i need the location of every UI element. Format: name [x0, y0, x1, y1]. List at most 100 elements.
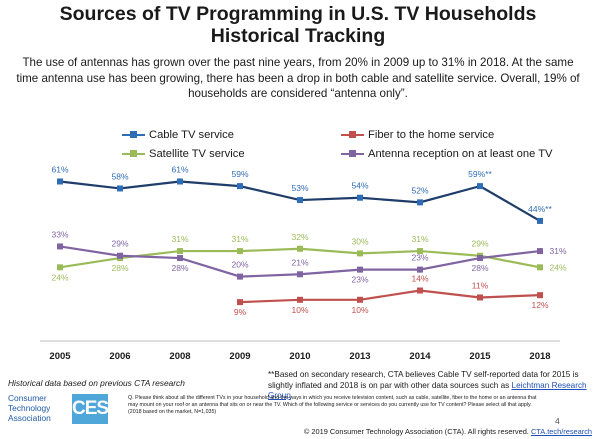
legend-swatch-satellite [122, 149, 145, 159]
data-label-cable: 52% [411, 185, 428, 195]
data-label-fiber: 10% [291, 305, 308, 315]
copyright-link[interactable]: CTA.tech/research [530, 427, 592, 436]
data-point-fiber [477, 294, 483, 301]
legend-item-cable: Cable TV service [122, 129, 234, 141]
x-tick-label: 2008 [169, 351, 190, 362]
data-label-cable: 59% [231, 169, 248, 179]
legend-label-cable: Cable TV service [149, 129, 234, 141]
x-tick-label: 2015 [469, 351, 491, 362]
data-label-satellite: 24% [549, 262, 566, 272]
data-label-satellite: 31% [411, 234, 428, 244]
data-label-antenna: 28% [471, 263, 488, 273]
data-point-satellite [537, 264, 543, 271]
data-label-antenna: 33% [51, 229, 68, 239]
data-label-cable: 61% [171, 164, 188, 174]
data-point-cable [237, 183, 243, 190]
data-label-antenna: 20% [231, 260, 248, 270]
data-point-cable [357, 194, 363, 201]
data-point-antenna [477, 255, 483, 262]
data-label-antenna: 28% [171, 263, 188, 273]
legend-item-antenna: Antenna reception on at least one TV [341, 148, 553, 160]
logo-line-3: Association [8, 413, 51, 423]
historical-note: Historical data based on previous CTA re… [8, 378, 185, 388]
copyright-text: © 2019 Consumer Technology Association (… [303, 427, 529, 436]
data-point-cable [537, 217, 543, 224]
data-label-cable: 61% [51, 164, 68, 174]
ces-logo: CES [72, 394, 109, 424]
logo-line-2: Technology [8, 403, 51, 413]
x-tick-label: 2009 [229, 351, 250, 362]
data-point-fiber [357, 296, 363, 303]
title-line-2: Historical Tracking [210, 25, 386, 47]
footnote: **Based on secondary research, CTA belie… [268, 370, 592, 402]
x-tick-label: 2010 [289, 351, 310, 362]
x-tick-label: 2014 [409, 351, 431, 362]
question-text: Q. Please think about all the different … [128, 395, 537, 409]
legend-label-antenna: Antenna reception on at least one TV [368, 148, 553, 160]
page-title: Sources of TV Programming in U.S. TV Hou… [0, 3, 596, 47]
data-label-satellite: 29% [471, 239, 488, 249]
data-point-fiber [297, 296, 303, 303]
data-point-cable [417, 199, 423, 206]
data-point-cable [477, 183, 483, 190]
page-number: 4 [555, 416, 560, 426]
legend-item-fiber: Fiber to the home service [341, 129, 494, 141]
data-point-satellite [237, 248, 243, 255]
x-tick-label: 2018 [529, 351, 550, 362]
logo-line-1: Consumer [8, 393, 47, 403]
data-point-cable [57, 178, 63, 185]
data-point-satellite [297, 245, 303, 252]
data-point-cable [117, 185, 123, 192]
data-label-satellite: 31% [231, 234, 248, 244]
data-label-cable: 44%** [528, 204, 552, 214]
data-point-antenna [537, 248, 543, 255]
legend-label-fiber: Fiber to the home service [368, 129, 495, 141]
copyright: © 2019 Consumer Technology Association (… [296, 427, 592, 436]
data-label-antenna: 23% [411, 253, 428, 263]
data-label-satellite: 32% [291, 232, 308, 242]
data-point-fiber [237, 299, 243, 306]
data-label-cable: 58% [111, 171, 128, 181]
legend-swatch-cable [122, 130, 145, 140]
data-label-fiber: 12% [531, 300, 548, 310]
data-label-antenna: 23% [351, 275, 368, 285]
question-base: (2018 based on the market, N=1,035) [128, 409, 217, 416]
data-point-antenna [357, 266, 363, 273]
data-point-antenna [57, 243, 63, 250]
data-point-satellite [57, 264, 63, 271]
legend-swatch-antenna [341, 149, 364, 159]
data-point-fiber [417, 287, 423, 294]
x-tick-label: 2006 [109, 351, 130, 362]
data-label-antenna: 29% [111, 239, 128, 249]
data-label-satellite: 24% [51, 272, 68, 282]
subtitle: The use of antennas has grown over the p… [16, 56, 580, 100]
x-tick-label: 2013 [349, 351, 370, 362]
data-point-cable [297, 197, 303, 204]
data-label-cable: 59%** [468, 169, 492, 179]
legend-label-satellite: Satellite TV service [149, 148, 245, 160]
data-label-fiber: 14% [411, 274, 428, 284]
footnote-link[interactable]: Leichtman Research Group [268, 380, 587, 401]
data-label-fiber: 11% [472, 280, 489, 290]
title-line-1: Sources of TV Programming in U.S. TV Hou… [59, 3, 537, 25]
data-point-antenna [297, 271, 303, 278]
legend-item-satellite: Satellite TV service [122, 148, 245, 160]
data-point-antenna [417, 266, 423, 273]
data-point-satellite [357, 250, 363, 257]
data-point-antenna [237, 273, 243, 280]
data-label-fiber: 10% [351, 305, 368, 315]
data-label-cable: 54% [351, 181, 368, 191]
footnote-text: **Based on secondary research, CTA belie… [268, 370, 579, 390]
data-label-satellite: 31% [171, 234, 188, 244]
legend-swatch-fiber [341, 130, 364, 140]
series-line-fiber [239, 289, 541, 304]
cta-logo-text: Consumer Technology Association [8, 393, 51, 423]
data-label-antenna: 21% [291, 257, 308, 267]
data-label-satellite: 28% [111, 263, 128, 273]
data-label-fiber: 9% [234, 307, 247, 317]
data-label-cable: 53% [291, 183, 308, 193]
x-tick-label: 2005 [49, 351, 71, 362]
data-label-antenna: 31% [549, 246, 566, 256]
data-point-antenna [177, 255, 183, 262]
